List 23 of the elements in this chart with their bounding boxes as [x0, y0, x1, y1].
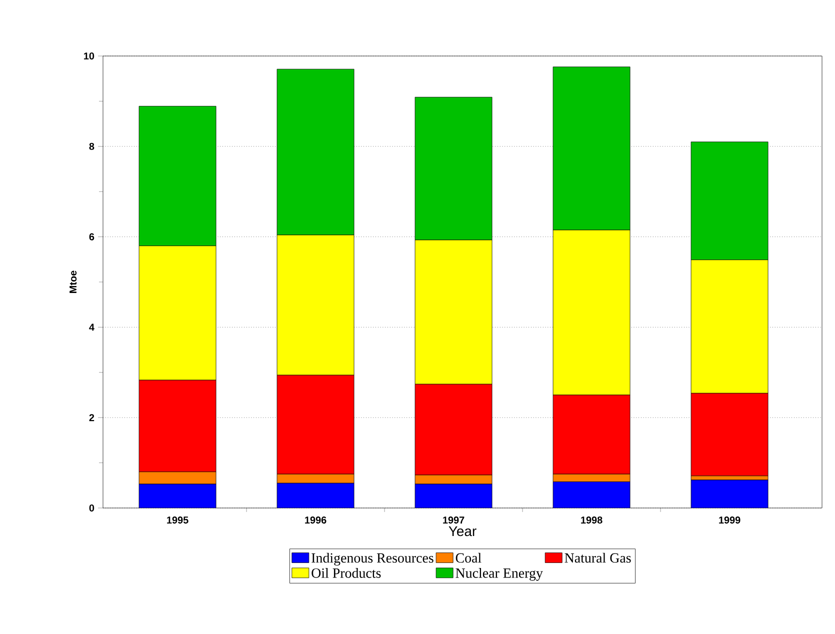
- y-tick-label: 4: [89, 324, 94, 331]
- y-tick-label: 0: [89, 504, 94, 512]
- x-tick-label: 1996: [305, 516, 326, 524]
- y-tick-label: 8: [89, 142, 94, 150]
- x-tick-label: 1998: [581, 516, 602, 524]
- x-tick-label: 1999: [719, 516, 740, 524]
- bar: [414, 484, 492, 508]
- x-axis-title: Year: [448, 526, 476, 536]
- y-axis-title: Mtoe: [70, 270, 77, 293]
- bar: [552, 482, 630, 508]
- y-tick-label: 2: [89, 414, 94, 422]
- y-tick-label: 10: [84, 52, 94, 60]
- legend-label: Oil Products: [312, 568, 381, 578]
- bar: [690, 480, 768, 508]
- y-tick-label: 6: [89, 233, 94, 240]
- bar: [276, 482, 354, 508]
- legend-label: Coal: [456, 552, 482, 563]
- x-tick-label: 1997: [443, 516, 464, 524]
- bar: [138, 484, 216, 508]
- legend-label: Indigenous Resources: [312, 552, 434, 566]
- legend-label: Natural Gas: [564, 552, 631, 563]
- x-tick-label: 1995: [167, 516, 188, 524]
- legend-label: Nuclear Energy: [456, 568, 543, 581]
